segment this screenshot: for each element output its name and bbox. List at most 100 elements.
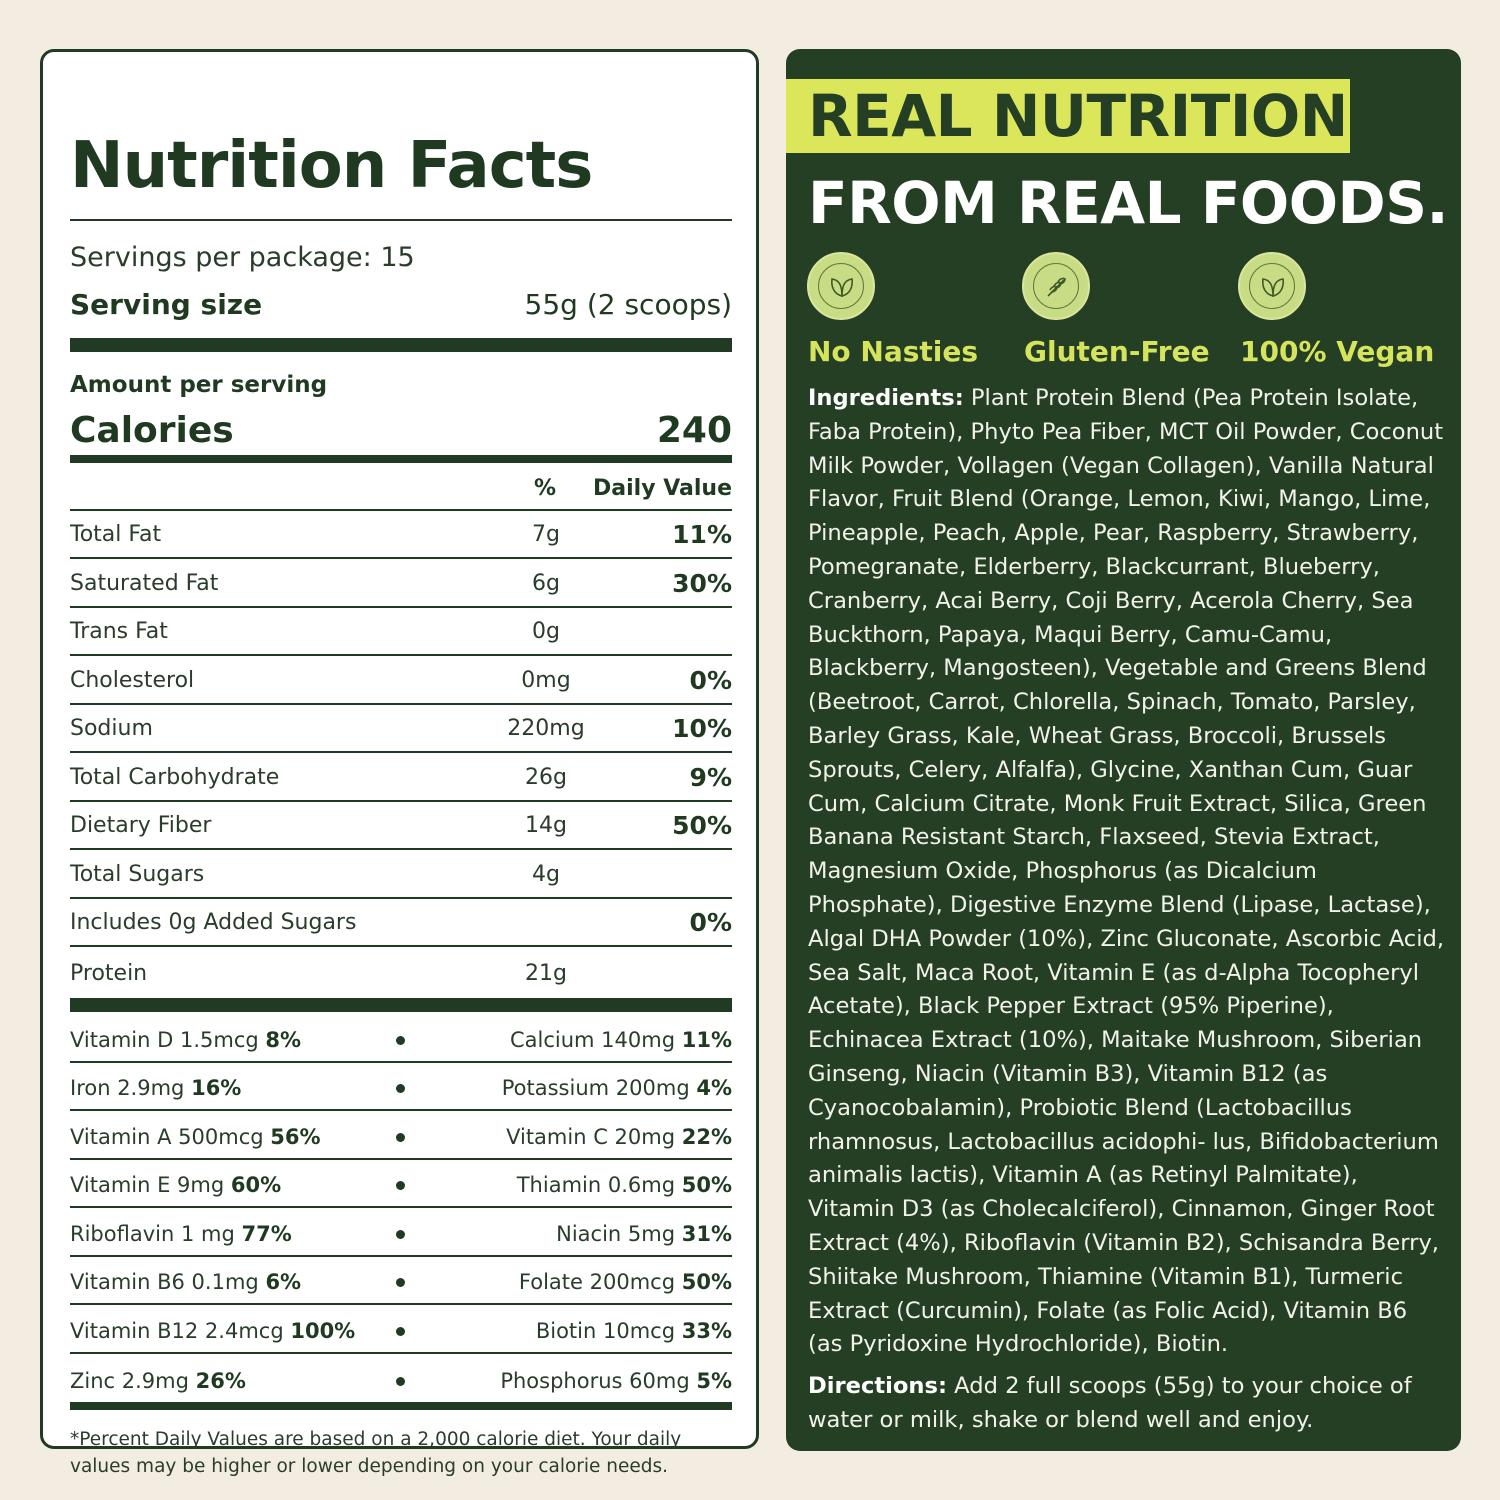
vegan-badge-icon	[1238, 252, 1306, 320]
nutrient-daily-value: 11%	[672, 520, 732, 549]
divider-medium	[70, 455, 732, 463]
vitamin-left: Iron 2.9mg 16%	[70, 1076, 241, 1100]
nutrient-amount: 7g	[532, 522, 560, 547]
nutrient-amount: 26g	[525, 764, 567, 790]
bullet-icon	[396, 1278, 405, 1287]
bullet-icon	[396, 1181, 405, 1190]
vitamin-right: Niacin 5mg 31%	[556, 1222, 732, 1246]
vitamin-name: Niacin 5mg	[556, 1221, 676, 1246]
nutrient-daily-value: 50%	[672, 811, 732, 840]
nutrient-row: Includes 0g Added Sugars 0%	[70, 899, 732, 947]
ingredients-text: Ingredients: Plant Protein Blend (Pea Pr…	[808, 382, 1448, 1362]
vitamin-percent: 6%	[265, 1270, 302, 1294]
headline-primary: REAL NUTRITION	[808, 82, 1348, 150]
vitamin-left: Vitamin D 1.5mcg 8%	[70, 1028, 301, 1052]
bullet-icon	[396, 1377, 405, 1386]
daily-value-header-label: Daily Value	[593, 476, 732, 501]
vitamin-percent: 50%	[681, 1270, 732, 1294]
vitamin-row: Zinc 2.9mg 26% Phosphorus 60mg 5%	[70, 1354, 732, 1403]
nutrient-daily-value: 0%	[689, 665, 732, 695]
vitamin-name: Vitamin A 500mcg	[70, 1124, 264, 1149]
directions-label: Directions:	[808, 1373, 947, 1399]
nutrient-row: Protein 21g	[70, 948, 732, 996]
vitamin-left: Vitamin E 9mg 60%	[70, 1173, 281, 1197]
vitamin-right: Thiamin 0.6mg 50%	[517, 1173, 732, 1197]
vitamin-left: Zinc 2.9mg 26%	[70, 1369, 246, 1393]
vitamin-row: Vitamin D 1.5mcg 8% Calcium 140mg 11%	[70, 1014, 732, 1063]
nutrient-name: Trans Fat	[70, 619, 168, 644]
nutrient-name: Total Fat	[70, 522, 162, 547]
vitamin-right: Biotin 10mcg 33%	[536, 1319, 732, 1343]
vitamin-percent: 4%	[696, 1076, 732, 1100]
nutrient-name: Total Sugars	[70, 861, 205, 887]
nutrient-name: Includes 0g Added Sugars	[70, 910, 357, 935]
vitamin-percent: 8%	[265, 1027, 302, 1052]
amount-per-serving-label: Amount per serving	[70, 372, 328, 398]
nutrient-daily-value: 9%	[689, 762, 732, 792]
ingredients-list: Plant Protein Blend (Pea Protein Isolate…	[808, 385, 1445, 1358]
vitamin-right: Calcium 140mg 11%	[510, 1028, 732, 1052]
vitamin-row: Riboflavin 1 mg 77% Niacin 5mg 31%	[70, 1208, 732, 1257]
vitamin-percent: 33%	[681, 1318, 732, 1343]
serving-size-label: Serving size	[70, 288, 263, 321]
vitamin-percent: 26%	[195, 1369, 246, 1393]
nutrient-name: Protein	[70, 960, 148, 986]
nutrient-row: Dietary Fiber 14g 50%	[70, 802, 732, 850]
nutrient-name: Sodium	[70, 716, 153, 741]
divider-thick	[70, 338, 732, 352]
vitamin-row: Vitamin B6 0.1mg 6% Folate 200mcg 50%	[70, 1257, 732, 1305]
bullet-icon	[396, 1084, 405, 1093]
vitamin-row: Vitamin B12 2.4mcg 100% Biotin 10mcg 33%	[70, 1305, 732, 1354]
serving-size-row: Serving size 55g (2 scoops)	[70, 288, 732, 321]
vitamin-name: Vitamin B6 0.1mg	[70, 1270, 259, 1294]
vitamin-percent: 5%	[696, 1369, 732, 1393]
nutrient-row: Sodium 220mg 10%	[70, 705, 732, 753]
ingredients-label: Ingredients:	[808, 385, 964, 411]
vitamin-name: Phosphorus 60mg	[500, 1369, 690, 1393]
vitamin-left: Vitamin B12 2.4mcg 100%	[70, 1319, 355, 1343]
bullet-icon	[396, 1229, 405, 1239]
vitamin-percent: 22%	[681, 1124, 732, 1149]
directions-text: Directions: Add 2 full scoops (55g) to y…	[808, 1369, 1448, 1437]
calories-row: Calories 240	[70, 410, 732, 451]
headline-secondary: FROM REAL FOODS.	[808, 169, 1449, 237]
vitamin-name: Zinc 2.9mg	[70, 1369, 189, 1393]
gluten-free-badge-icon	[1022, 252, 1090, 320]
nutrient-daily-value: 0%	[689, 908, 732, 937]
daily-value-footnote: *Percent Daily Values are based on a 2,0…	[70, 1429, 682, 1477]
nutrient-daily-value: 30%	[672, 568, 732, 598]
nutrient-amount: 0g	[532, 619, 560, 644]
nutrient-daily-value: 10%	[672, 714, 732, 743]
nutrition-facts-panel: Nutrition Facts Servings per package: 15…	[40, 49, 759, 1477]
vitamin-left: Riboflavin 1 mg 77%	[70, 1222, 292, 1246]
vitamin-percent: 50%	[681, 1173, 732, 1197]
divider	[70, 509, 732, 511]
badge-label-vegan: 100% Vegan	[1240, 335, 1435, 368]
vitamin-name: Biotin 10mcg	[535, 1318, 676, 1343]
nutrient-amount: 220mg	[507, 716, 585, 741]
vitamin-name: Thiamin 0.6mg	[516, 1173, 676, 1197]
nutrient-row: Total Fat 7g 11%	[70, 511, 732, 559]
bullet-icon	[396, 1132, 405, 1142]
vitamin-left: Vitamin A 500mcg 56%	[70, 1125, 321, 1149]
vitamin-row: Vitamin A 500mcg 56% Vitamin C 20mg 22%	[70, 1111, 732, 1160]
vitamin-right: Folate 200mcg 50%	[519, 1270, 732, 1294]
nutrient-amount: 0mg	[521, 667, 571, 693]
headline-highlight	[786, 79, 1350, 153]
vitamin-right: Potassium 200mg 4%	[502, 1076, 732, 1100]
nutrient-name: Total Carbohydrate	[70, 764, 280, 790]
badge-label-no-nasties: No Nasties	[808, 335, 979, 368]
vitamin-name: Calcium 140mg	[509, 1027, 676, 1052]
vitamin-name: Vitamin C 20mg	[506, 1124, 676, 1149]
nutrient-row: Total Carbohydrate 26g 9%	[70, 754, 732, 802]
directions-body: Add 2 full scoops (55g) to your choice o…	[808, 1373, 1412, 1433]
nutrient-amount: 21g	[525, 960, 567, 986]
badge-label-gluten-free: Gluten-Free	[1024, 335, 1210, 368]
vitamin-name: Iron 2.9mg	[70, 1076, 185, 1100]
serving-size-value: 55g (2 scoops)	[524, 288, 732, 321]
calories-value: 240	[656, 410, 732, 451]
nutrient-row: Total Sugars 4g	[70, 851, 732, 899]
vitamin-percent: 100%	[290, 1318, 356, 1343]
leaf-badge-icon	[807, 252, 875, 320]
vitamin-left: Vitamin B6 0.1mg 6%	[70, 1270, 301, 1294]
